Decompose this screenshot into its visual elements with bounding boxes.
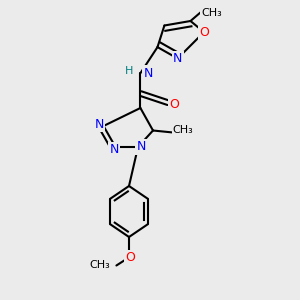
- Text: N: N: [109, 143, 119, 156]
- Text: CH₃: CH₃: [90, 260, 110, 271]
- Text: N: N: [143, 67, 153, 80]
- Text: O: O: [169, 98, 179, 112]
- Text: N: N: [173, 52, 182, 65]
- Text: H: H: [124, 66, 133, 76]
- Text: O: O: [126, 251, 135, 264]
- Text: N: N: [136, 140, 146, 154]
- Text: O: O: [199, 26, 209, 39]
- Text: CH₃: CH₃: [201, 8, 222, 19]
- Text: CH₃: CH₃: [172, 125, 194, 135]
- Text: N: N: [94, 118, 104, 131]
